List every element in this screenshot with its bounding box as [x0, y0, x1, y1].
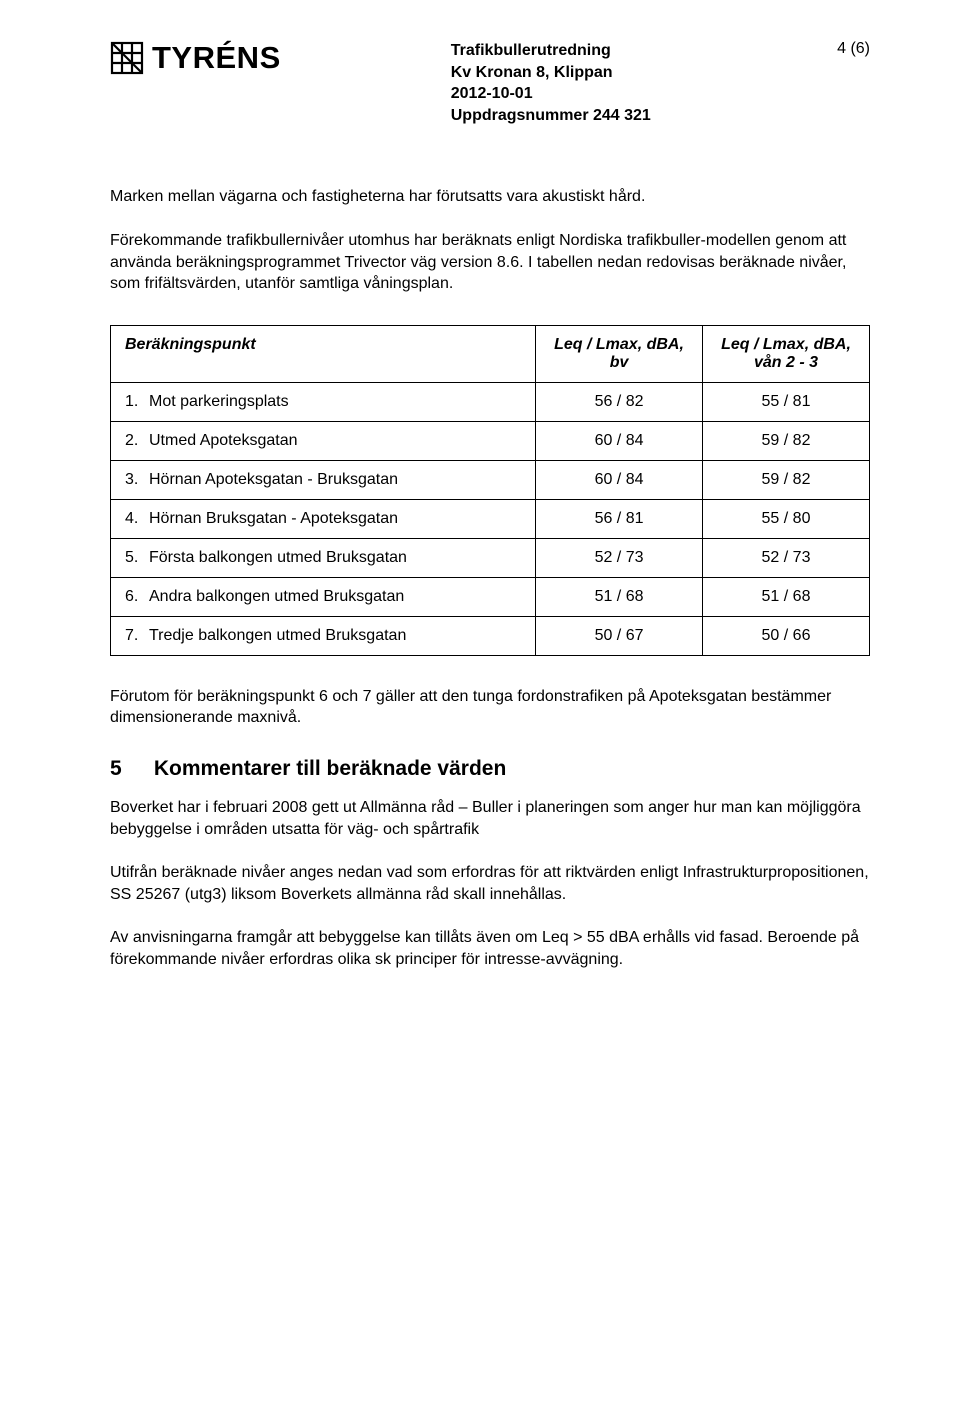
row-text: Andra balkongen utmed Bruksgatan [149, 588, 521, 606]
table-cell-label: 7. Tredje balkongen utmed Bruksgatan [111, 616, 536, 655]
section-number: 5 [110, 757, 148, 781]
table-row: 3. Hörnan Apoteksgatan - Bruksgatan 60 /… [111, 460, 870, 499]
row-number: 2. [125, 432, 149, 450]
table-cell-value: 60 / 84 [536, 460, 703, 499]
table-cell-label: 6. Andra balkongen utmed Bruksgatan [111, 577, 536, 616]
table-row: 1. Mot parkeringsplats 56 / 82 55 / 81 [111, 382, 870, 421]
header-meta-line: Trafikbullerutredning [451, 40, 807, 62]
paragraph: Av anvisningarna framgår att bebyggelse … [110, 927, 870, 970]
header-meta-block: Trafikbullerutredning Kv Kronan 8, Klipp… [281, 40, 807, 126]
table-cell-value: 51 / 68 [703, 577, 870, 616]
header-meta-line: Kv Kronan 8, Klippan [451, 62, 807, 84]
table-cell-label: 1. Mot parkeringsplats [111, 382, 536, 421]
table-cell-value: 50 / 66 [703, 616, 870, 655]
row-number: 1. [125, 393, 149, 411]
row-text: Mot parkeringsplats [149, 393, 521, 411]
row-number: 7. [125, 627, 149, 645]
table-cell-label: 3. Hörnan Apoteksgatan - Bruksgatan [111, 460, 536, 499]
table-row: 6. Andra balkongen utmed Bruksgatan 51 /… [111, 577, 870, 616]
company-name: TYRÉNS [152, 40, 281, 76]
paragraph: Förutom för beräkningspunkt 6 och 7 gäll… [110, 686, 870, 729]
row-number: 3. [125, 471, 149, 489]
company-logo: TYRÉNS [110, 40, 281, 76]
page-header: TYRÉNS Trafikbullerutredning Kv Kronan 8… [110, 40, 870, 126]
table-row: 4. Hörnan Bruksgatan - Apoteksgatan 56 /… [111, 499, 870, 538]
table-body: 1. Mot parkeringsplats 56 / 82 55 / 81 2… [111, 382, 870, 655]
table-header-cell: Leq / Lmax, dBA, bv [536, 325, 703, 382]
section-title: Kommentarer till beräknade värden [154, 757, 506, 780]
row-number: 5. [125, 549, 149, 567]
table-cell-value: 59 / 82 [703, 421, 870, 460]
table-cell-value: 50 / 67 [536, 616, 703, 655]
row-text: Utmed Apoteksgatan [149, 432, 521, 450]
row-text: Första balkongen utmed Bruksgatan [149, 549, 521, 567]
row-text: Tredje balkongen utmed Bruksgatan [149, 627, 521, 645]
table-cell-value: 55 / 80 [703, 499, 870, 538]
paragraph: Förekommande trafikbullernivåer utomhus … [110, 230, 870, 295]
table-cell-value: 56 / 81 [536, 499, 703, 538]
header-meta-line: 2012-10-01 [451, 83, 807, 105]
table-cell-value: 56 / 82 [536, 382, 703, 421]
table-row: 5. Första balkongen utmed Bruksgatan 52 … [111, 538, 870, 577]
table-cell-value: 59 / 82 [703, 460, 870, 499]
table-header-cell: Leq / Lmax, dBA, vån 2 - 3 [703, 325, 870, 382]
table-cell-value: 60 / 84 [536, 421, 703, 460]
table-cell-label: 5. Första balkongen utmed Bruksgatan [111, 538, 536, 577]
table-header-row: Beräkningspunkt Leq / Lmax, dBA, bv Leq … [111, 325, 870, 382]
table-row: 2. Utmed Apoteksgatan 60 / 84 59 / 82 [111, 421, 870, 460]
table-cell-value: 51 / 68 [536, 577, 703, 616]
calculation-table: Beräkningspunkt Leq / Lmax, dBA, bv Leq … [110, 325, 870, 656]
table-row: 7. Tredje balkongen utmed Bruksgatan 50 … [111, 616, 870, 655]
row-number: 6. [125, 588, 149, 606]
page-number: 4 (6) [807, 40, 870, 58]
table-cell-value: 55 / 81 [703, 382, 870, 421]
document-page: TYRÉNS Trafikbullerutredning Kv Kronan 8… [0, 0, 960, 1423]
paragraph: Utifrån beräknade nivåer anges nedan vad… [110, 862, 870, 905]
row-number: 4. [125, 510, 149, 528]
paragraph: Boverket har i februari 2008 gett ut All… [110, 797, 870, 840]
table-cell-label: 2. Utmed Apoteksgatan [111, 421, 536, 460]
table-header-cell: Beräkningspunkt [111, 325, 536, 382]
logo-icon [110, 41, 144, 75]
table-cell-value: 52 / 73 [536, 538, 703, 577]
paragraph: Marken mellan vägarna och fastigheterna … [110, 186, 870, 208]
table-cell-value: 52 / 73 [703, 538, 870, 577]
section-heading: 5 Kommentarer till beräknade värden [110, 757, 870, 781]
row-text: Hörnan Bruksgatan - Apoteksgatan [149, 510, 521, 528]
header-meta-line: Uppdragsnummer 244 321 [451, 105, 807, 127]
row-text: Hörnan Apoteksgatan - Bruksgatan [149, 471, 521, 489]
table-cell-label: 4. Hörnan Bruksgatan - Apoteksgatan [111, 499, 536, 538]
